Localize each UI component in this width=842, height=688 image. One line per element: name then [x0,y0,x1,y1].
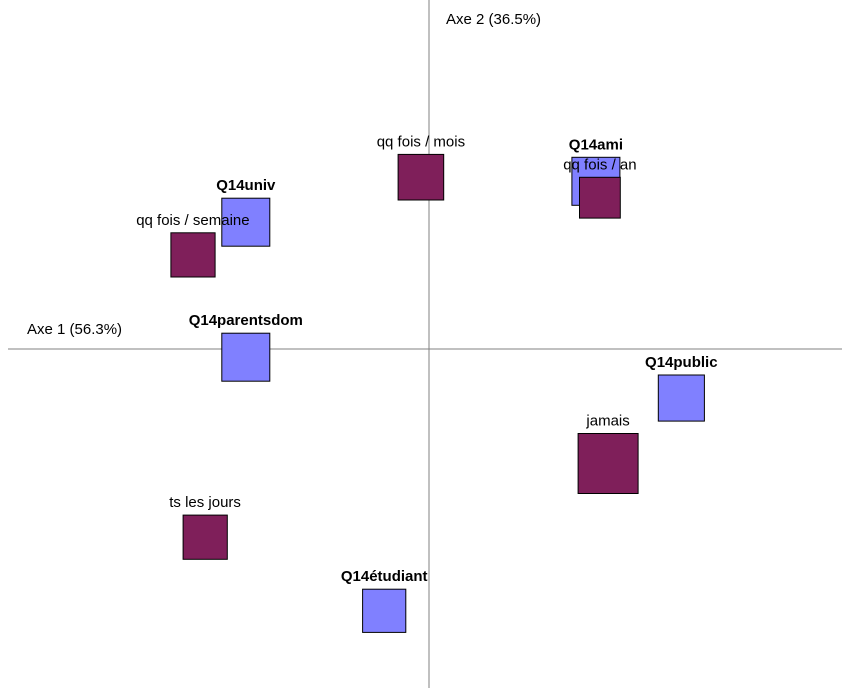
point-label-1-3: jamais [585,413,629,430]
axis-2-label: Axe 2 (36.5%) [446,11,541,28]
point-marker-1-2 [171,233,215,277]
point-marker-0-3 [658,375,704,421]
point-label-0-0: Q14univ [216,177,276,194]
axis-1-label: Axe 1 (56.3%) [27,321,122,338]
point-label-1-1: qq fois / an [563,156,636,173]
point-marker-1-0 [398,154,444,200]
point-label-1-4: ts les jours [169,494,241,511]
points-layer [171,154,705,632]
point-label-0-3: Q14public [645,354,718,371]
point-label-0-1: Q14ami [569,136,623,153]
point-marker-1-1 [580,177,621,218]
point-label-0-2: Q14parentsdom [189,312,303,329]
point-label-1-2: qq fois / semaine [136,212,249,229]
point-marker-1-4 [183,515,227,559]
point-marker-1-3 [578,434,638,494]
point-label-0-4: Q14étudiant [341,568,428,585]
point-marker-0-2 [222,333,270,381]
point-label-1-0: qq fois / mois [377,133,465,150]
point-marker-0-4 [363,589,406,632]
